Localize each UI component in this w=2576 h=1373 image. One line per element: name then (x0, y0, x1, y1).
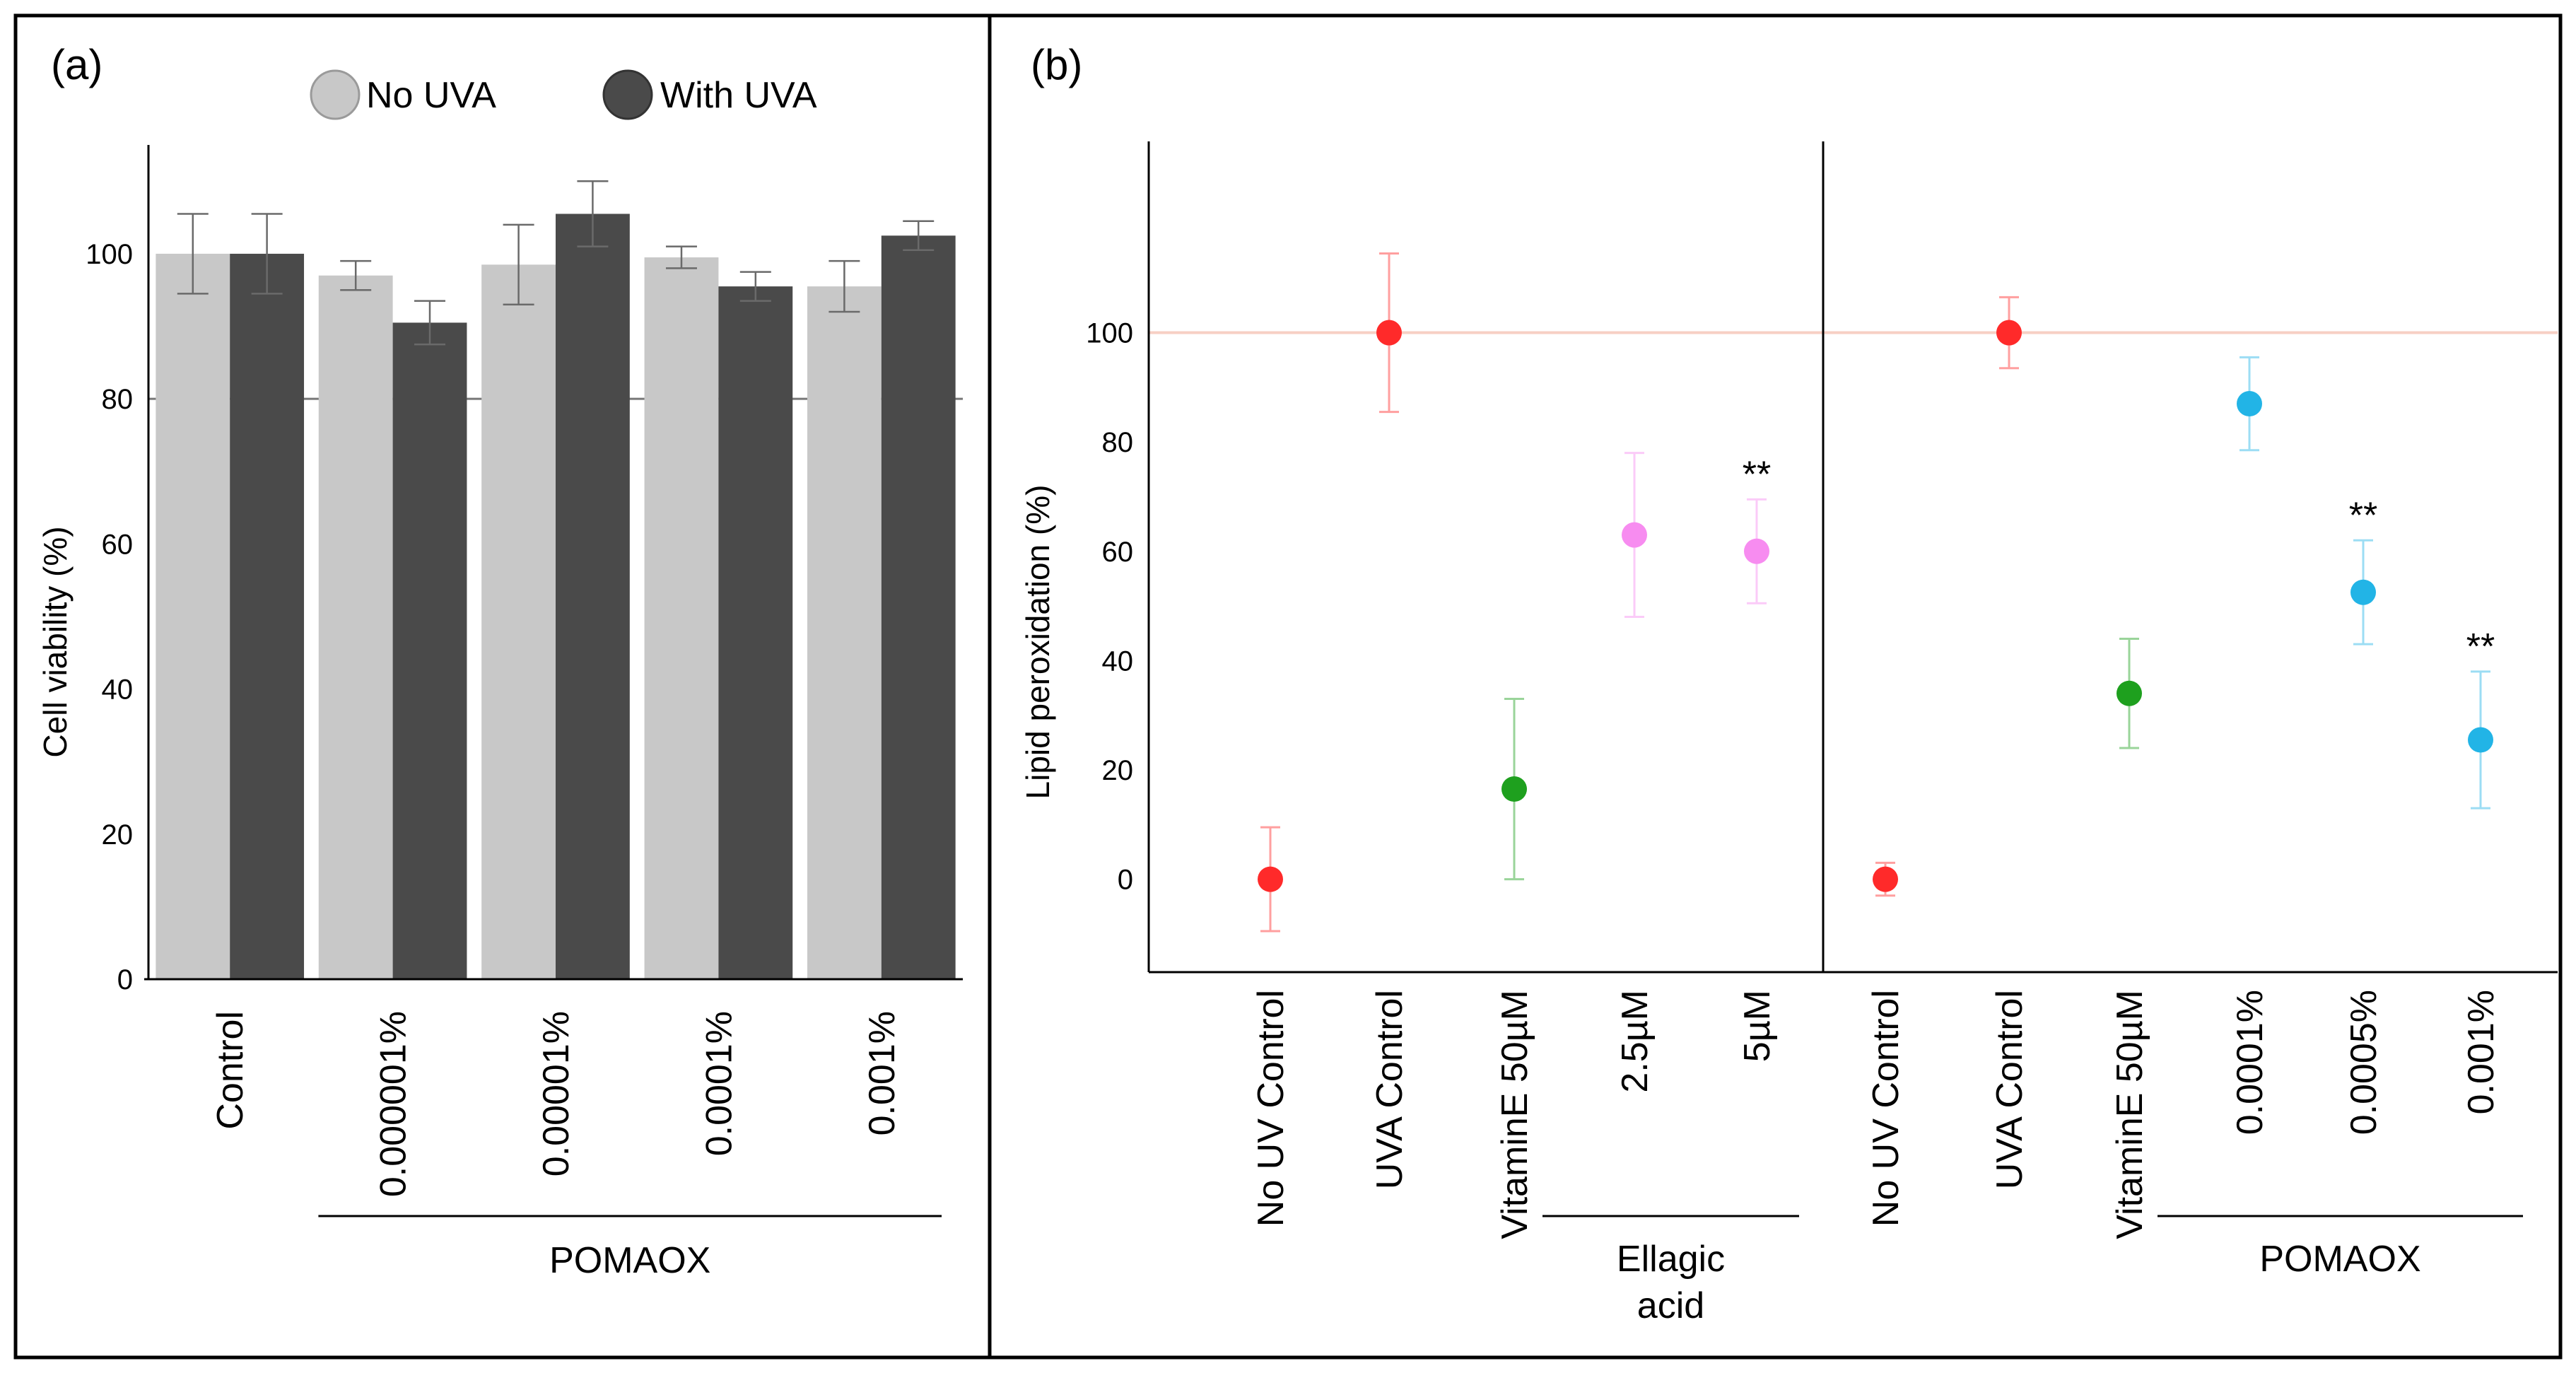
panel-b-category-label: 0.0001% (2230, 990, 2271, 1135)
panel-b-frame (988, 13, 2563, 1360)
legend-label-with-uva: With UVA (660, 75, 817, 116)
legend-marker-with-uva (602, 69, 653, 120)
panel-b-category-label: VitaminE 50µM (2109, 990, 2150, 1239)
panel-a-bar (318, 275, 393, 979)
panel-a-y-axis-title: Cell viability (%) (37, 526, 74, 757)
panel-b-category-label: No UV Control (1866, 990, 1907, 1227)
panel-a-y-tick-label: 100 (86, 239, 133, 270)
panel-a-y-tick-label: 80 (102, 384, 134, 415)
panel-a-bar (807, 286, 882, 980)
panel-b-category-label: 0.0005% (2343, 990, 2384, 1135)
panel-b-label: (b) (1031, 41, 1082, 88)
panel-a-group: POMAOX (318, 1215, 942, 1281)
panel-a-category-label: 0.001% (862, 1011, 903, 1135)
panel-b-significance-mark: ** (2466, 626, 2495, 667)
panel-a-bars (156, 180, 956, 980)
panel-a-group-label: POMAOX (549, 1240, 710, 1281)
panel-a-y-ticks: 0 20 40 60 80 100 (86, 239, 133, 995)
panel-a-category-label: Control (210, 1011, 251, 1130)
panel-a-categories: Control 0.000001% 0.00001% 0.0001% 0.001% (210, 1011, 903, 1197)
panel-b-axes (1147, 141, 2558, 974)
panel-b-point (1873, 866, 1898, 892)
legend-label-no-uva: No UVA (366, 75, 496, 116)
panel-b-y-ticks: 0 20 40 60 80 100 (1086, 318, 1133, 896)
panel-b-point (2117, 680, 2142, 706)
panel-a-bar (881, 235, 956, 979)
panel-b-y-tick-label: 40 (1102, 645, 1134, 677)
panel-b-category-label: VitaminE 50µM (1494, 990, 1535, 1239)
panel-b-point (2468, 727, 2493, 753)
panel-b-point (2350, 579, 2376, 605)
panel-a-y-tick-label: 20 (102, 819, 134, 851)
panel-a-y-tick-label: 0 (117, 964, 133, 995)
panel-a-category-label: 0.000001% (373, 1011, 414, 1197)
panel-b-point (1258, 866, 1283, 892)
panel-a-bar (718, 286, 793, 980)
panel-b-point (2237, 391, 2262, 417)
panel-b-category-label: UVA Control (1369, 990, 1410, 1189)
panel-b-groups: Ellagic acid POMAOX (1542, 1215, 2523, 1326)
panel-b-categories: No UV Control UVA Control VitaminE 50µM 2.5… (1251, 990, 2502, 1239)
panel-b-category-label: 5µM (1737, 990, 1778, 1062)
panel-b-group-label: POMAOX (2259, 1239, 2420, 1280)
panel-a-bar (481, 264, 556, 980)
panel-b-y-tick-label: 20 (1102, 755, 1134, 786)
panel-b-y-tick-label: 60 (1102, 537, 1134, 568)
panel-b-point (1996, 320, 2022, 346)
panel-b-y-tick-label: 0 (1118, 865, 1133, 896)
panel-b-category-label: 2.5µM (1615, 990, 1656, 1093)
panel-a-label: (a) (51, 41, 103, 88)
panel-a-bar (644, 257, 719, 980)
panel-b-point (1622, 522, 1647, 548)
panel-b-y-axis-title: Lipid peroxidation (%) (1019, 485, 1056, 800)
panel-b-point (1744, 538, 1769, 564)
panel-b-y-tick-label: 100 (1086, 318, 1133, 349)
panel-b-y-tick-label: 80 (1102, 427, 1134, 458)
panel-b-significance-mark: ** (2349, 495, 2377, 536)
panel-b-category-label: 0.001% (2461, 990, 2502, 1114)
panel-b-category-label: UVA Control (1989, 990, 2030, 1189)
legend-marker-no-uva (310, 69, 361, 120)
panel-a-category-label: 0.0001% (698, 1011, 739, 1156)
panel-a-bar (156, 253, 230, 979)
panel-b-point (1376, 320, 1402, 346)
panel-a-axes (144, 145, 963, 981)
panel-a-bar (392, 322, 467, 979)
panel-b-group-label: acid (1637, 1285, 1704, 1326)
panel-b-significance-mark: ** (1743, 454, 1771, 495)
panel-b-category-label: No UV Control (1251, 990, 1292, 1227)
panel-a-y-tick-label: 60 (102, 529, 134, 560)
panel-a-bar (556, 214, 630, 979)
panel-b-point (1501, 776, 1527, 802)
panel-a-y-tick-label: 40 (102, 674, 134, 706)
panel-b-points: ** ** ** (1258, 252, 2495, 933)
panel-b-group-label: Ellagic (1617, 1239, 1725, 1280)
panel-a-bar (230, 253, 305, 979)
panel-a-category-label: 0.00001% (536, 1011, 577, 1176)
